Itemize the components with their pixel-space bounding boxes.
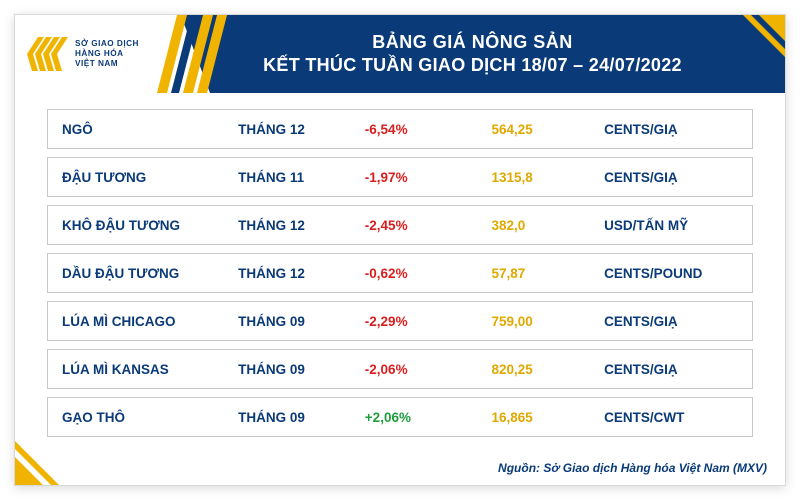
change-percent: -1,97% xyxy=(365,170,492,185)
commodity-name: GẠO THÔ xyxy=(48,410,238,425)
contract-month: THÁNG 12 xyxy=(238,266,365,281)
contract-month: THÁNG 12 xyxy=(238,122,365,137)
commodity-name: ĐẬU TƯƠNG xyxy=(48,170,238,185)
price-value: 16,865 xyxy=(492,410,605,425)
commodity-name: LÚA MÌ CHICAGO xyxy=(48,314,238,329)
price-value: 382,0 xyxy=(492,218,605,233)
price-value: 820,25 xyxy=(492,362,605,377)
table-row: ĐẬU TƯƠNGTHÁNG 11-1,97%1315,8CENTS/GIẠ xyxy=(47,157,753,197)
unit-label: CENTS/GIẠ xyxy=(604,170,752,185)
change-percent: -0,62% xyxy=(365,266,492,281)
unit-label: CENTS/GIẠ xyxy=(604,362,752,377)
logo-text: SỞ GIAO DỊCH HÀNG HÓA VIỆT NAM xyxy=(75,39,139,69)
contract-month: THÁNG 12 xyxy=(238,218,365,233)
change-percent: -2,45% xyxy=(365,218,492,233)
change-percent: -6,54% xyxy=(365,122,492,137)
logo-line3: VIỆT NAM xyxy=(75,59,139,69)
logo-block: SỞ GIAO DỊCH HÀNG HÓA VIỆT NAM xyxy=(15,15,210,93)
price-value: 564,25 xyxy=(492,122,605,137)
price-value: 759,00 xyxy=(492,314,605,329)
unit-label: CENTS/POUND xyxy=(604,266,752,281)
change-percent: -2,29% xyxy=(365,314,492,329)
commodity-name: DẦU ĐẬU TƯƠNG xyxy=(48,266,238,281)
unit-label: CENTS/GIẠ xyxy=(604,122,752,137)
table-row: DẦU ĐẬU TƯƠNGTHÁNG 12-0,62%57,87CENTS/PO… xyxy=(47,253,753,293)
price-table: NGÔTHÁNG 12-6,54%564,25CENTS/GIẠĐẬU TƯƠN… xyxy=(15,93,785,451)
header: SỞ GIAO DỊCH HÀNG HÓA VIỆT NAM BẢNG GIÁ … xyxy=(15,15,785,93)
commodity-name: KHÔ ĐẬU TƯƠNG xyxy=(48,218,238,233)
unit-label: USD/TẤN MỸ xyxy=(604,218,752,233)
logo-line1: SỞ GIAO DỊCH xyxy=(75,39,139,49)
unit-label: CENTS/GIẠ xyxy=(604,314,752,329)
logo-icon xyxy=(27,33,69,75)
contract-month: THÁNG 09 xyxy=(238,410,365,425)
table-row: NGÔTHÁNG 12-6,54%564,25CENTS/GIẠ xyxy=(47,109,753,149)
price-value: 1315,8 xyxy=(492,170,605,185)
title-block: BẢNG GIÁ NÔNG SẢN KẾT THÚC TUẦN GIAO DỊC… xyxy=(210,32,785,76)
commodity-name: LÚA MÌ KANSAS xyxy=(48,362,238,377)
contract-month: THÁNG 09 xyxy=(238,362,365,377)
contract-month: THÁNG 11 xyxy=(238,170,365,185)
title-line1: BẢNG GIÁ NÔNG SẢN xyxy=(210,32,735,53)
table-row: KHÔ ĐẬU TƯƠNGTHÁNG 12-2,45%382,0USD/TẤN … xyxy=(47,205,753,245)
change-percent: +2,06% xyxy=(365,410,492,425)
title-line2: KẾT THÚC TUẦN GIAO DỊCH 18/07 – 24/07/20… xyxy=(210,55,735,76)
table-row: GẠO THÔTHÁNG 09+2,06%16,865CENTS/CWT xyxy=(47,397,753,437)
price-card: SỞ GIAO DỊCH HÀNG HÓA VIỆT NAM BẢNG GIÁ … xyxy=(14,14,786,486)
logo-line2: HÀNG HÓA xyxy=(75,49,139,59)
corner-accent-top-right-icon xyxy=(743,15,785,57)
table-row: LÚA MÌ KANSASTHÁNG 09-2,06%820,25CENTS/G… xyxy=(47,349,753,389)
table-row: LÚA MÌ CHICAGOTHÁNG 09-2,29%759,00CENTS/… xyxy=(47,301,753,341)
unit-label: CENTS/CWT xyxy=(604,410,752,425)
commodity-name: NGÔ xyxy=(48,122,238,137)
corner-accent-bottom-left-icon xyxy=(15,441,59,485)
contract-month: THÁNG 09 xyxy=(238,314,365,329)
change-percent: -2,06% xyxy=(365,362,492,377)
source-note: Nguồn: Sở Giao dịch Hàng hóa Việt Nam (M… xyxy=(498,461,767,475)
price-value: 57,87 xyxy=(492,266,605,281)
